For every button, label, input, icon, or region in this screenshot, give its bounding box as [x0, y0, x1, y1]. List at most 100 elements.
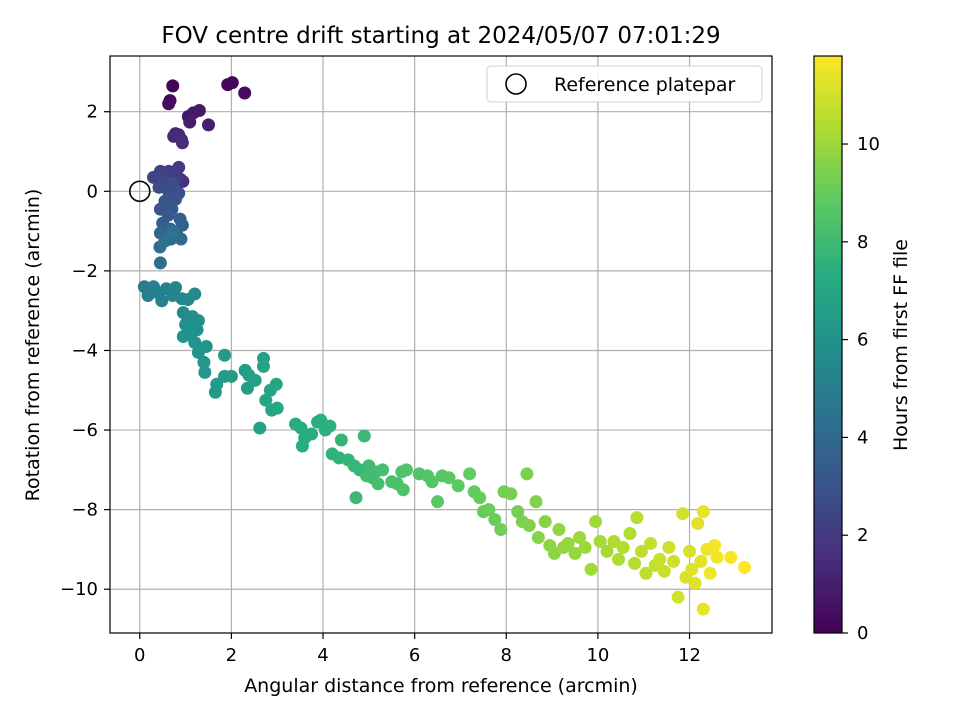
scatter-point	[612, 552, 626, 566]
scatter-point	[703, 566, 717, 580]
scatter-point	[676, 507, 690, 521]
scatter-point	[600, 544, 614, 558]
scatter-point	[653, 552, 667, 566]
scatter-point	[522, 519, 536, 533]
scatter-point	[198, 365, 212, 379]
colorbar-tick-label: 10	[857, 134, 880, 155]
x-tick-label: 0	[134, 645, 145, 666]
scatter-point	[225, 76, 239, 90]
colorbar-tick-label: 2	[857, 525, 868, 546]
scatter-point	[376, 463, 390, 477]
scatter-point	[334, 433, 348, 447]
chart-title: FOV centre drift starting at 2024/05/07 …	[161, 23, 720, 49]
scatter-point	[708, 538, 722, 552]
scatter-point	[511, 505, 525, 519]
scatter-point	[158, 234, 172, 248]
reference-marker	[128, 180, 151, 203]
scatter-point	[644, 536, 658, 550]
y-tick-label: 0	[87, 181, 98, 202]
scatter-point	[657, 564, 671, 578]
scatter-points	[137, 76, 752, 616]
scatter-point	[197, 355, 211, 369]
scatter-point	[201, 118, 215, 132]
scatter-point	[357, 429, 371, 443]
scatter-point	[593, 534, 607, 548]
colorbar: 0 2 4 6 8 10 Hours from first FF file	[813, 55, 912, 644]
scatter-point	[584, 562, 598, 576]
colorbar-tick-label: 4	[857, 427, 868, 448]
axes: 0 2 4 6 8 10 12 −10 −8 −6 −4 −2 0 2	[60, 102, 701, 666]
x-tick-label: 2	[226, 645, 237, 666]
scatter-point	[683, 544, 697, 558]
scatter-point	[188, 287, 202, 301]
scatter-point	[218, 348, 232, 362]
legend-marker	[505, 73, 527, 95]
scatter-point	[396, 483, 410, 497]
scatter-point	[270, 401, 284, 415]
scatter-point	[183, 115, 197, 129]
x-tick-label: 4	[317, 645, 328, 666]
scatter-point	[294, 421, 308, 435]
scatter-point	[224, 369, 238, 383]
scatter-point	[208, 385, 222, 399]
colorbar-tick-label: 8	[857, 232, 868, 253]
x-tick-label: 8	[501, 645, 512, 666]
scatter-point	[451, 479, 465, 493]
colorbar-tick-label: 6	[857, 330, 868, 351]
scatter-point	[360, 469, 374, 483]
scatter-point	[399, 463, 413, 477]
colorbar-gradient	[813, 55, 843, 634]
scatter-point	[578, 540, 592, 554]
scatter-point	[238, 86, 252, 100]
scatter-point	[504, 487, 518, 501]
scatter-point	[639, 566, 653, 580]
scatter-point	[607, 534, 621, 548]
scatter-point	[473, 491, 487, 505]
x-tick-label: 12	[678, 645, 701, 666]
scatter-point	[172, 160, 186, 174]
scatter-point	[191, 345, 205, 359]
scatter-point	[589, 515, 603, 529]
scatter-point	[529, 495, 543, 509]
scatter-point	[688, 576, 702, 590]
plot-frame	[109, 55, 773, 634]
scatter-point	[166, 79, 180, 93]
y-tick-label: −8	[71, 500, 98, 521]
scatter-point	[371, 477, 385, 491]
scatter-point	[616, 540, 630, 554]
scatter-point	[634, 544, 648, 558]
scatter-point	[314, 413, 328, 427]
scatter-point	[710, 550, 724, 564]
scatter-point	[162, 97, 176, 111]
reference-point	[128, 180, 151, 203]
y-tick-label: −2	[71, 261, 98, 282]
scatter-point	[623, 527, 637, 541]
scatter-point	[169, 192, 183, 206]
x-axis-label: Angular distance from reference (arcmin)	[244, 675, 638, 697]
colorbar-tick-label: 0	[857, 623, 868, 644]
scatter-point	[662, 540, 676, 554]
scatter-point	[167, 129, 181, 143]
scatter-point	[696, 505, 710, 519]
scatter-point	[671, 590, 685, 604]
scatter-point	[169, 281, 183, 295]
scatter-point	[696, 602, 710, 616]
scatter-point	[738, 560, 752, 574]
scatter-point	[431, 495, 445, 509]
scatter-point	[724, 550, 738, 564]
scatter-point	[547, 546, 561, 560]
scatter-point	[442, 471, 456, 485]
scatter-point	[520, 467, 534, 481]
scatter-point	[482, 503, 496, 517]
scatter-point	[552, 523, 566, 537]
scatter-point	[630, 511, 644, 525]
legend-label: Reference platepar	[554, 74, 736, 96]
scatter-point	[188, 336, 202, 350]
scatter-point	[323, 419, 337, 433]
scatter-point	[295, 439, 309, 453]
scatter-point	[248, 373, 262, 387]
scatter-point	[494, 523, 508, 537]
scatter-point	[305, 427, 319, 441]
